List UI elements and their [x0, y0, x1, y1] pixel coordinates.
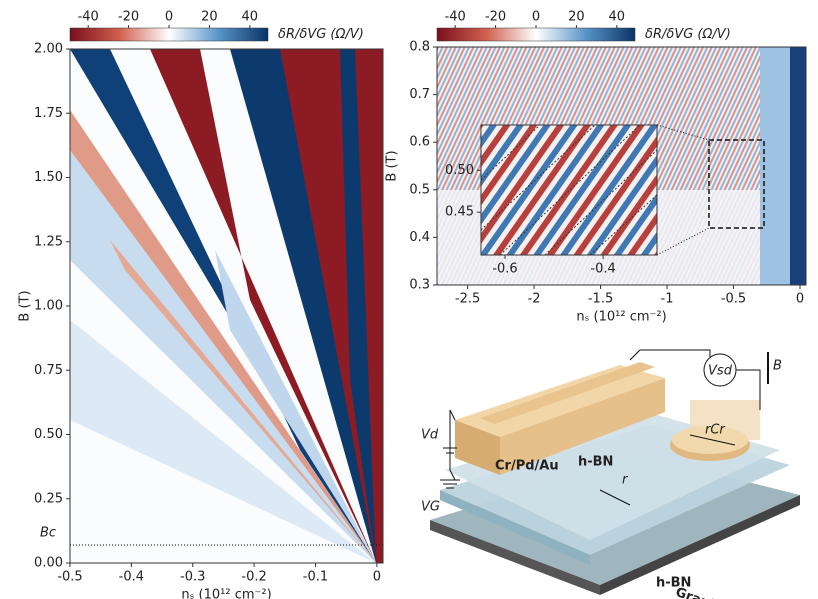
- inset-image: [589, 194, 658, 256]
- zoom-box: [708, 139, 765, 229]
- device-diagram: [703, 353, 737, 387]
- colorbar: [436, 27, 636, 42]
- device-diagram: [735, 369, 761, 410]
- colorbar-tick-label: -40: [78, 10, 99, 25]
- x-tick-label: -0.4: [119, 570, 144, 585]
- x-tick-label: 0: [373, 570, 381, 585]
- diagram-label: h-BN: [656, 576, 691, 591]
- y-tick-label: 1.25: [34, 234, 63, 249]
- y-tick-label: 0.7: [409, 87, 430, 102]
- device-diagram: [430, 520, 600, 595]
- x-tick-label: -0.5: [57, 570, 82, 585]
- y-tick-label: 1.00: [34, 299, 63, 314]
- x-tick-label: -0.1: [303, 570, 328, 585]
- y-axis-label: B (T): [385, 150, 400, 181]
- colorbar-label: δR/δVG (Ω/V): [278, 27, 364, 42]
- y-tick-label: 0.5: [409, 182, 430, 197]
- diagram-label: rCr: [705, 423, 726, 438]
- y-tick-label: 1.75: [34, 106, 63, 121]
- diagram-label: B: [773, 359, 782, 374]
- device-diagram: [430, 349, 800, 595]
- heatmap-image: [70, 49, 383, 563]
- plot-frame: [480, 124, 658, 256]
- device-diagram: [599, 489, 631, 506]
- inset-image: [481, 125, 657, 255]
- y-tick-label: 0.3: [409, 278, 430, 293]
- heatmap-image: [150, 49, 376, 563]
- device-diagram: [449, 409, 456, 481]
- diagram-label: Cr/Pd/Au: [495, 459, 559, 474]
- annotation: Bc: [40, 526, 56, 541]
- x-tick-label: -1: [661, 292, 674, 307]
- colorbar-tick-label: 0: [532, 10, 540, 25]
- inset-image: [480, 124, 596, 231]
- y-tick-label: 1.50: [34, 170, 63, 185]
- x-tick-label: -0.3: [180, 570, 205, 585]
- diagram-label: VG: [421, 500, 440, 515]
- device-diagram: [455, 420, 500, 475]
- y-axis-label: B (T): [18, 290, 33, 321]
- device-diagram: [672, 426, 748, 454]
- device-diagram: [440, 490, 590, 565]
- heatmap-image: [230, 49, 383, 563]
- inset-image: [544, 149, 658, 256]
- y-tick-label: 0.4: [409, 230, 430, 245]
- x-axis-label: nₛ (10¹² cm⁻²): [181, 588, 271, 599]
- x-tick-label: -2: [528, 292, 541, 307]
- colorbar-tick-label: -20: [118, 10, 139, 25]
- y-tick-label: 0.50: [34, 427, 63, 442]
- diagram-label: h-BN: [578, 455, 613, 470]
- heatmap-image: [760, 47, 790, 285]
- heatmap-image: [110, 240, 376, 563]
- inset-image: [480, 124, 658, 256]
- heatmap-image: [280, 49, 376, 563]
- heatmap-image: [70, 320, 376, 563]
- x-tick-label: -0.5: [721, 292, 746, 307]
- colorbar: [69, 27, 269, 42]
- heatmap-image: [70, 110, 376, 563]
- diagram-label: r: [622, 473, 629, 488]
- plot-frame: [436, 46, 807, 286]
- colorbar-tick-label: 20: [568, 10, 585, 25]
- y-tick-label: 0.6: [409, 135, 430, 150]
- y-tick-label: 0.25: [34, 491, 63, 506]
- device-diagram: [480, 362, 655, 424]
- x-tick-label: -0.4: [590, 262, 615, 277]
- diagram-label: Vd: [421, 428, 439, 443]
- x-tick-label: -0.2: [241, 570, 266, 585]
- device-diagram: [689, 434, 736, 446]
- colorbar-tick-label: 0: [165, 10, 173, 25]
- zoom-line: [656, 227, 710, 256]
- y-tick-label: 0.75: [34, 363, 63, 378]
- inset-image: [480, 124, 541, 181]
- colorbar-tick-label: 40: [609, 10, 626, 25]
- x-tick-label: -2.5: [455, 292, 480, 307]
- device-diagram: [600, 495, 800, 595]
- y-tick-label: 0.00: [34, 556, 63, 571]
- x-tick-label: -0.6: [492, 262, 517, 277]
- colorbar-tick-label: 40: [242, 10, 259, 25]
- diagram-label: Graphite: [673, 585, 738, 599]
- y-tick-label: 0.45: [445, 205, 474, 220]
- y-tick-label: 2.00: [34, 42, 63, 57]
- inset-image: [480, 124, 658, 256]
- heatmap-image: [355, 49, 383, 563]
- zoom-line: [656, 124, 710, 141]
- y-tick-label: 0.50: [445, 163, 474, 178]
- x-tick-label: -1.5: [588, 292, 613, 307]
- colorbar-tick-label: 20: [201, 10, 218, 25]
- x-axis-label: nₛ (10¹² cm⁻²): [576, 310, 666, 325]
- diagram-label: Vsd: [708, 364, 733, 379]
- colorbar-tick-label: -40: [445, 10, 466, 25]
- device-diagram: [500, 378, 665, 475]
- colorbar-tick-label: -20: [485, 10, 506, 25]
- heatmap-image: [790, 47, 806, 285]
- y-tick-label: 0.8: [409, 40, 430, 55]
- x-tick-label: 0: [796, 292, 804, 307]
- heatmap-image: [215, 250, 376, 563]
- colorbar-label: δR/δVG (Ω/V): [645, 27, 731, 42]
- device-diagram: [640, 349, 711, 357]
- device-diagram: [629, 349, 641, 361]
